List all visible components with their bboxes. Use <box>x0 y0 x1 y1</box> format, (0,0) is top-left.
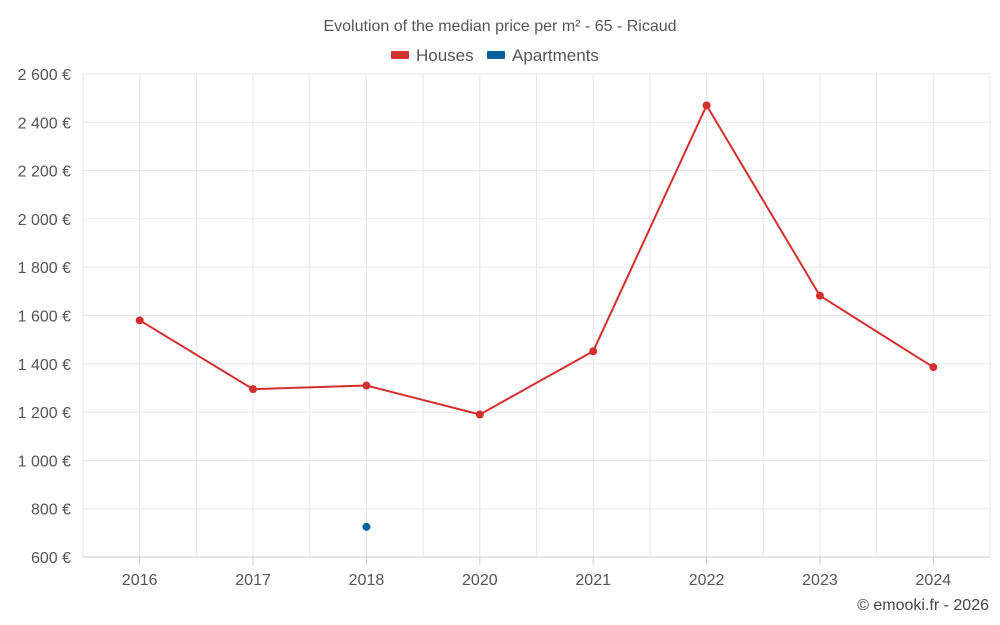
y-tick-label: 800 € <box>31 502 71 519</box>
legend-swatch-houses <box>391 51 409 59</box>
gridlines <box>82 73 991 558</box>
legend-label-houses[interactable]: Houses <box>416 46 474 65</box>
y-tick-label: 1 400 € <box>18 357 71 374</box>
data-point-houses-2016[interactable] <box>135 316 144 325</box>
x-tick-label: 2018 <box>349 572 385 589</box>
data-point-houses-2020[interactable] <box>475 410 484 419</box>
y-tick-label: 2 200 € <box>18 164 71 181</box>
x-tick-label: 2021 <box>575 572 611 589</box>
data-point-houses-2024[interactable] <box>929 363 938 372</box>
data-point-houses-2023[interactable] <box>815 291 824 300</box>
data-point-apartments-2018[interactable] <box>362 522 371 531</box>
y-axis: 2 600 € 2 400 € 2 200 € 2 000 € 1 800 € 1 600… <box>18 67 71 567</box>
y-tick-label: 1 000 € <box>18 453 71 470</box>
data-point-houses-2021[interactable] <box>589 347 598 356</box>
x-axis: 2016 2017 2018 2020 2021 2022 2023 2024 <box>83 556 990 589</box>
series-houses <box>135 101 938 419</box>
series <box>135 101 938 531</box>
y-tick-label: 2 600 € <box>18 67 71 84</box>
x-tick-label: 2016 <box>122 572 158 589</box>
data-point-houses-2018[interactable] <box>362 381 371 390</box>
y-tick-label: 2 000 € <box>18 212 71 229</box>
y-tick-label: 1 600 € <box>18 309 71 326</box>
data-point-houses-2017[interactable] <box>249 385 258 394</box>
x-tick-label: 2020 <box>462 572 498 589</box>
x-tick-label: 2017 <box>235 572 271 589</box>
legend-label-apartments[interactable]: Apartments <box>512 46 599 65</box>
data-point-houses-2022[interactable] <box>702 101 711 110</box>
series-line-houses <box>139 104 934 416</box>
y-tick-label: 2 400 € <box>18 115 71 132</box>
legend-swatch-apartments <box>487 51 505 59</box>
x-tick-label: 2022 <box>689 572 725 589</box>
legend: Houses Apartments <box>391 46 599 65</box>
x-tick-label: 2024 <box>916 572 952 589</box>
y-tick-label: 600 € <box>31 550 71 567</box>
credit-text: © emooki.fr - 2026 <box>857 597 989 614</box>
x-tick-label: 2023 <box>802 572 838 589</box>
series-apartments <box>362 522 371 531</box>
chart-title: Evolution of the median price per m² - 6… <box>323 18 676 35</box>
y-tick-label: 1 800 € <box>18 260 71 277</box>
y-tick-label: 1 200 € <box>18 405 71 422</box>
